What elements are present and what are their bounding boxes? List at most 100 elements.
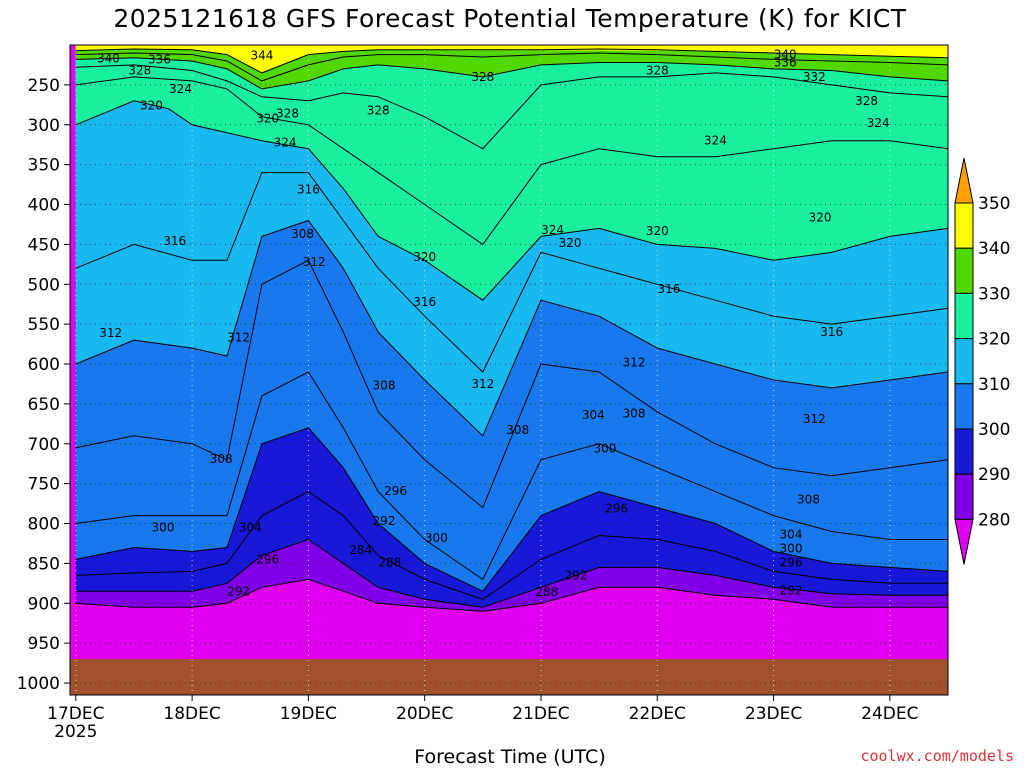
contour-label: 320 [413,250,436,264]
colorbar-top-arrow [954,157,974,204]
contour-label: 340 [774,48,797,62]
contour-label: 316 [413,295,436,309]
contour-label: 308 [291,227,314,241]
contour-label: 320 [809,210,832,224]
colorbar-segment [954,338,974,385]
contour-label: 296 [384,484,407,498]
y-tick-label: 500 [28,275,60,295]
y-tick-label: 850 [28,554,60,574]
x-tick-label: 17DEC [47,704,104,724]
contour-label: 288 [378,556,401,570]
contour-label: 304 [582,408,605,422]
contour-label: 312 [471,377,494,391]
band-cap [75,45,948,61]
contour-label: 336 [774,56,797,70]
x-axis-label: Forecast Time (UTC) [414,746,605,768]
contour-label: 320 [140,99,163,113]
contour-line-296 [75,491,948,600]
contour-label: 324 [274,135,297,149]
contour-label: 320 [646,224,669,238]
contour-label: 316 [297,182,320,196]
contour-line-332 [75,57,948,90]
y-tick-label: 350 [28,156,60,176]
colorbar-tick-label: 290 [978,465,1010,485]
contour-line-312 [75,219,948,437]
contour-label: 344 [250,48,273,62]
contour-label: 292 [780,584,803,598]
contour-label: 300 [425,531,448,545]
y-tick-label: 250 [28,76,60,96]
contour-label: 304 [239,521,262,535]
colorbar-segment [954,473,974,520]
x-tick-sublabel: 2025 [54,722,97,742]
colorbar-tick-label: 340 [978,239,1010,259]
contour-label: 296 [256,552,279,566]
contour-line-300 [75,427,948,592]
y-tick-label: 550 [28,315,60,335]
contour-label: 308 [210,452,233,466]
contour-label: 308 [506,423,529,437]
x-tick-label: 22DEC [629,704,686,724]
x-tick-label: 20DEC [396,704,453,724]
contour-label: 320 [256,111,279,125]
contour-label: 296 [780,556,803,570]
contour-label: 328 [367,103,390,117]
contour-label: 328 [471,70,494,84]
contour-label: 312 [803,412,826,426]
contour-line-336 [75,52,948,82]
colorbar-segment [954,202,974,249]
contour-line-320 [75,100,948,301]
y-tick-label: 400 [28,196,60,216]
colorbar-tick-label: 320 [978,330,1010,350]
y-tick-label: 600 [28,355,60,375]
contour-label: 324 [541,223,564,237]
contour-line-328 [75,64,948,150]
contour-line-288 [75,578,948,612]
plot-frame [69,44,949,696]
contour-label: 312 [623,355,646,369]
contour-label: 300 [593,442,616,456]
y-tick-label: 750 [28,475,60,495]
contour-label: 308 [373,379,396,393]
colorbar-bottom-arrow [954,518,974,565]
contour-label: 292 [373,514,396,528]
y-tick-label: 700 [28,435,60,455]
contour-line-292 [75,538,948,608]
y-tick-label: 900 [28,594,60,614]
contour-label: 328 [855,94,878,108]
contour-label: 316 [820,325,843,339]
colorbar-tick-label: 350 [978,194,1010,214]
contour-label: 312 [227,331,250,345]
contour-line-316 [75,172,948,373]
colorbar-segment [954,383,974,430]
contour-label: 328 [276,107,299,121]
contour-line-308 [75,259,948,509]
ground-layer [70,659,948,695]
colorbar-segment [954,428,974,475]
x-tick-label: 21DEC [512,704,569,724]
x-tick-label: 19DEC [280,704,337,724]
contour-label: 292 [227,584,250,598]
contour-label: 328 [646,64,669,78]
contour-label: 316 [657,282,680,296]
gridlines [70,45,948,695]
contour-label: 284 [349,543,372,557]
contour-label: 324 [169,82,192,96]
contour-lines [75,48,948,612]
contour-label: 336 [148,52,171,66]
credit-text: coolwx.com/models [860,747,1014,765]
y-tick-label: 450 [28,235,60,255]
contour-label: 292 [564,568,587,582]
contour-label: 288 [535,585,558,599]
y-tick-label: 800 [28,515,60,535]
contour-line-304 [75,371,948,581]
colorbar-segment [954,292,974,340]
contour-label: 316 [163,234,186,248]
contour-label: 300 [152,521,175,535]
contour-label: 324 [704,134,727,148]
x-tick-label: 23DEC [745,704,802,724]
contour-label: 312 [303,255,326,269]
